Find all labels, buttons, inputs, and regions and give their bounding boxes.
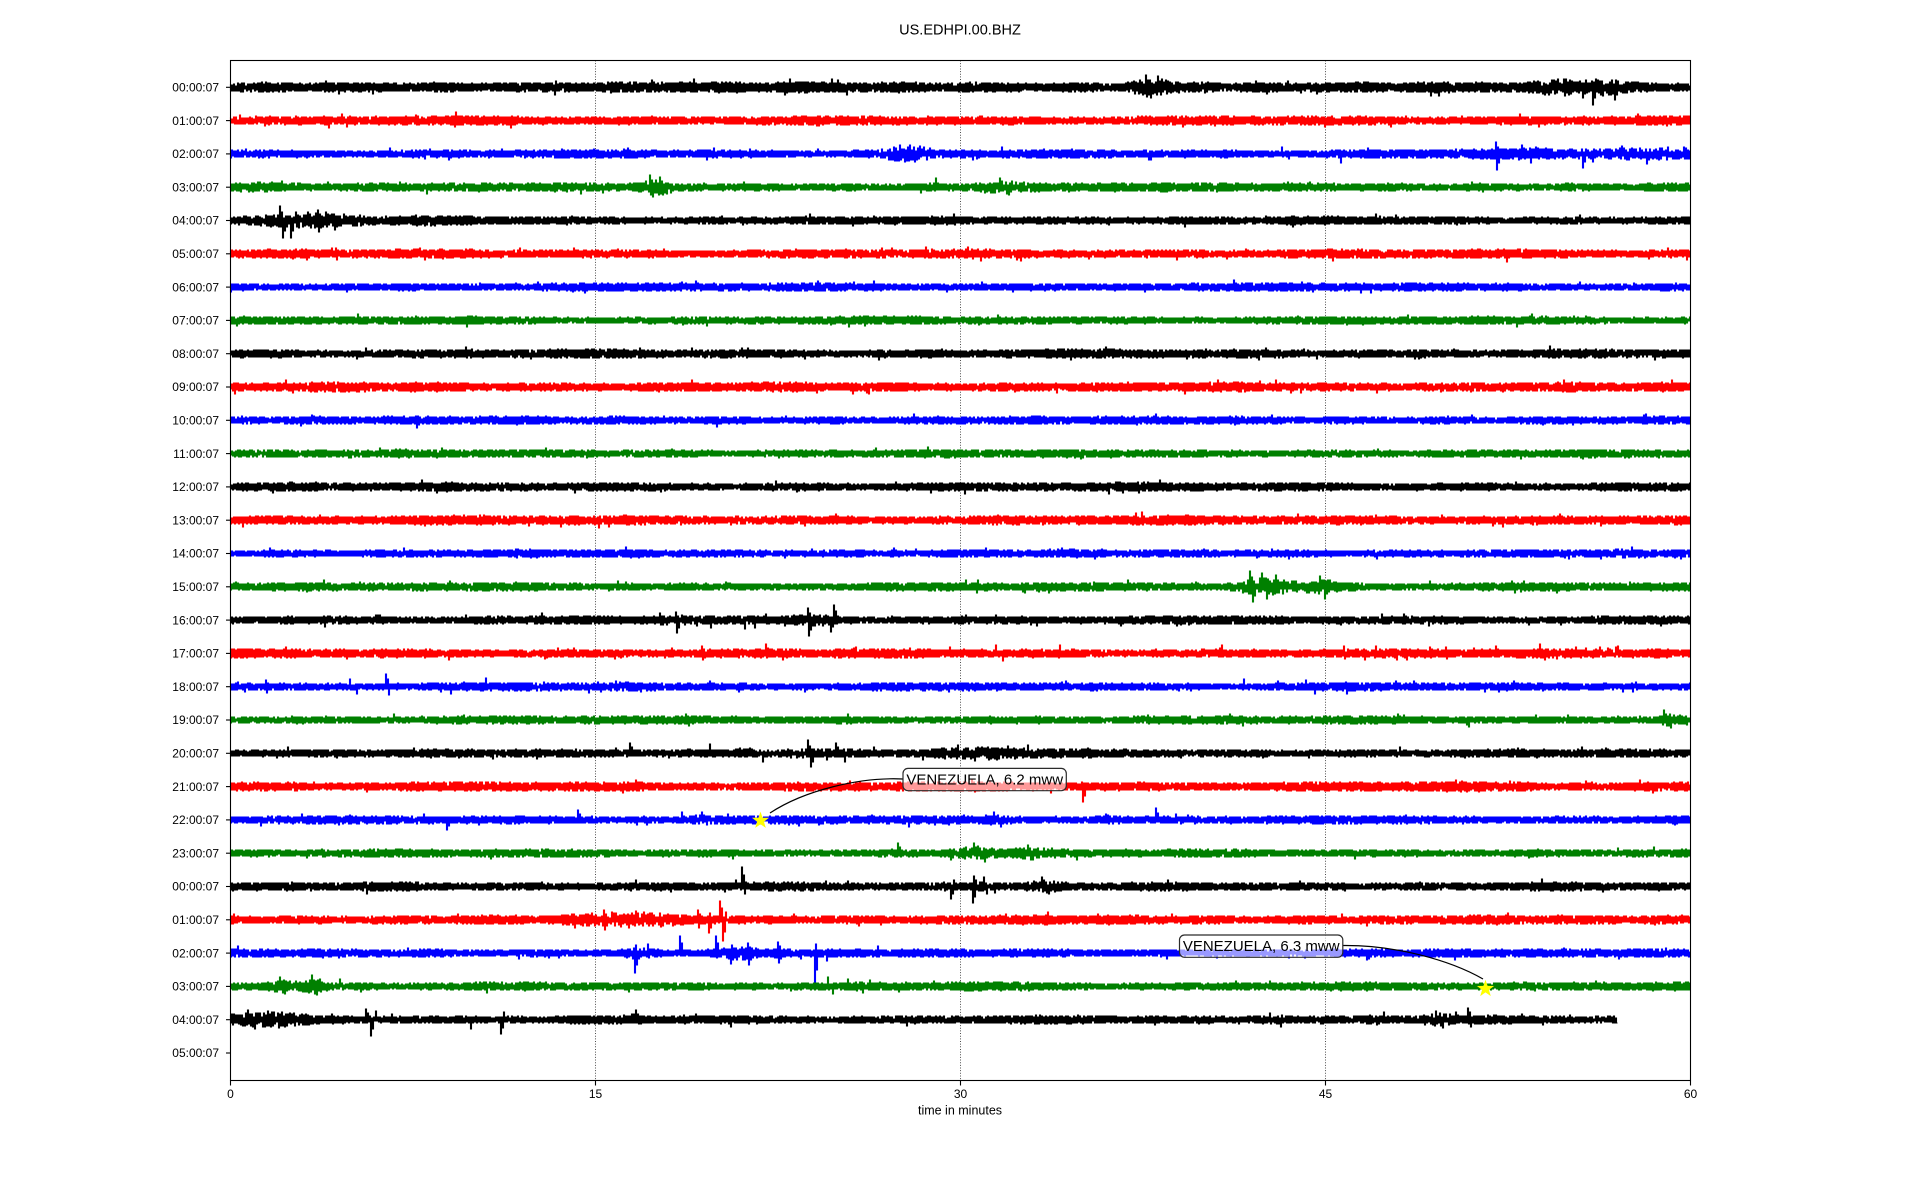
svg-text:04:00:07: 04:00:07 <box>172 214 219 228</box>
svg-text:time in minutes: time in minutes <box>918 1104 1002 1118</box>
svg-text:19:00:07: 19:00:07 <box>172 713 219 727</box>
svg-text:09:00:07: 09:00:07 <box>172 380 219 394</box>
svg-text:02:00:07: 02:00:07 <box>172 946 219 960</box>
svg-text:05:00:07: 05:00:07 <box>172 247 219 261</box>
svg-text:30: 30 <box>954 1087 968 1101</box>
svg-text:10:00:07: 10:00:07 <box>172 414 219 428</box>
svg-text:23:00:07: 23:00:07 <box>172 846 219 860</box>
svg-text:20:00:07: 20:00:07 <box>172 747 219 761</box>
svg-text:13:00:07: 13:00:07 <box>172 513 219 527</box>
svg-text:15: 15 <box>589 1087 603 1101</box>
svg-text:12:00:07: 12:00:07 <box>172 480 219 494</box>
svg-text:22:00:07: 22:00:07 <box>172 813 219 827</box>
svg-text:01:00:07: 01:00:07 <box>172 114 219 128</box>
svg-text:03:00:07: 03:00:07 <box>172 980 219 994</box>
svg-text:14:00:07: 14:00:07 <box>172 547 219 561</box>
svg-text:11:00:07: 11:00:07 <box>173 447 219 461</box>
svg-text:VENEZUELA, 6.3 mww: VENEZUELA, 6.3 mww <box>1183 938 1340 955</box>
svg-text:00:00:07: 00:00:07 <box>172 880 219 894</box>
svg-text:0: 0 <box>227 1087 234 1101</box>
svg-text:04:00:07: 04:00:07 <box>172 1013 219 1027</box>
svg-text:21:00:07: 21:00:07 <box>172 780 219 794</box>
svg-text:15:00:07: 15:00:07 <box>172 580 219 594</box>
svg-text:07:00:07: 07:00:07 <box>172 314 219 328</box>
svg-text:06:00:07: 06:00:07 <box>172 280 219 294</box>
svg-text:45: 45 <box>1319 1087 1333 1101</box>
svg-text:08:00:07: 08:00:07 <box>172 347 219 361</box>
svg-text:17:00:07: 17:00:07 <box>172 647 219 661</box>
svg-text:05:00:07: 05:00:07 <box>172 1046 219 1060</box>
svg-text:01:00:07: 01:00:07 <box>172 913 219 927</box>
svg-text:18:00:07: 18:00:07 <box>172 680 219 694</box>
svg-text:02:00:07: 02:00:07 <box>172 147 219 161</box>
svg-text:US.EDHPI.00.BHZ: US.EDHPI.00.BHZ <box>899 23 1021 39</box>
svg-text:03:00:07: 03:00:07 <box>172 180 219 194</box>
svg-text:00:00:07: 00:00:07 <box>172 81 219 95</box>
svg-text:16:00:07: 16:00:07 <box>172 613 219 627</box>
svg-text:VENEZUELA, 6.2 mww: VENEZUELA, 6.2 mww <box>906 772 1063 789</box>
svg-text:60: 60 <box>1684 1087 1698 1101</box>
